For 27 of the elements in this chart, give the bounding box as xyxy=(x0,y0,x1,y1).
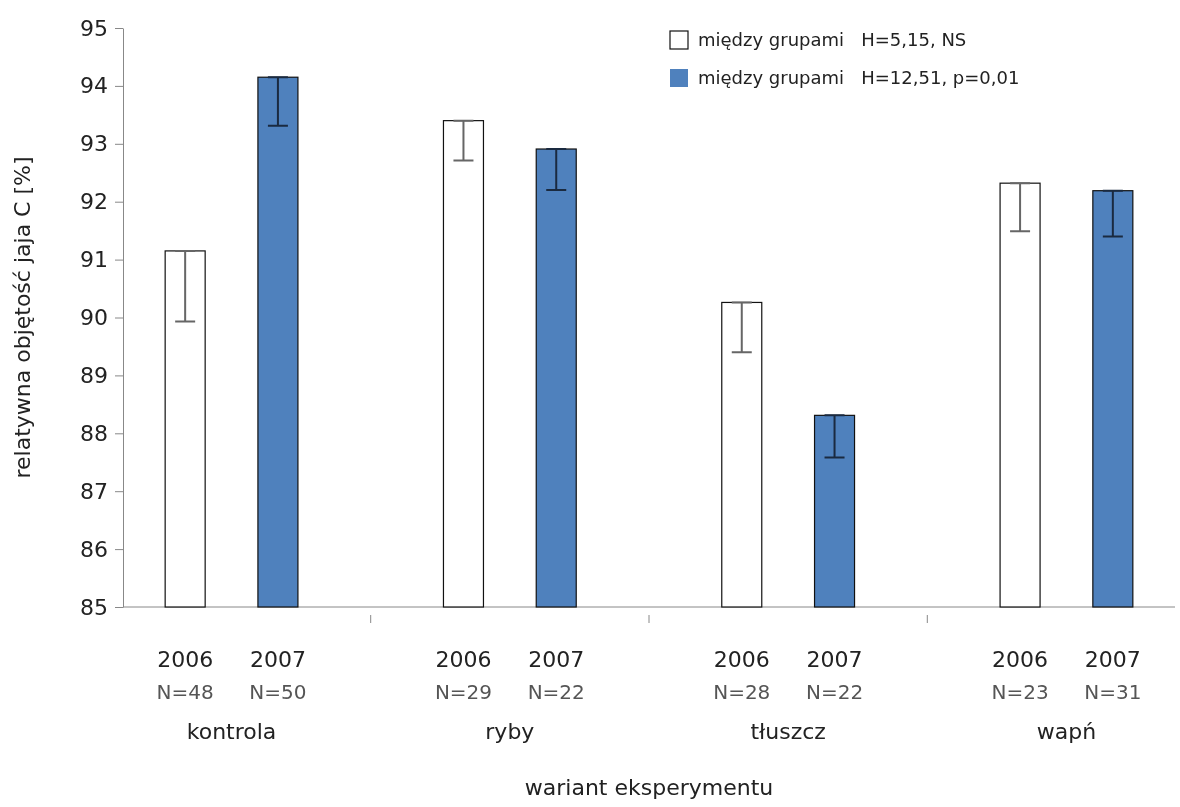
y-axis-title: relatywna objętość jaja C [%] xyxy=(10,156,35,479)
x-tick-label: tłuszcz xyxy=(750,719,826,744)
y-tick-label: 95 xyxy=(80,15,108,41)
y-tick-label: 93 xyxy=(80,131,108,157)
x-tick-label: wapń xyxy=(1036,719,1097,744)
text: 2006 N=48 xyxy=(156,647,214,704)
y-tick-label: 88 xyxy=(80,420,108,446)
text: 2007 N=22 xyxy=(805,647,864,704)
text: 2007 N=22 xyxy=(527,647,585,704)
y-tick-label: 87 xyxy=(80,478,108,504)
text: 2007 N=50 xyxy=(249,647,307,704)
legend-label: między grupami H=5,15, NS xyxy=(698,29,967,50)
y-tick-label: 86 xyxy=(80,536,108,562)
text: 2007 N=31 xyxy=(1084,647,1142,704)
x-tick-label: kontrola xyxy=(186,719,277,744)
text: 2006 N=29 xyxy=(434,647,493,704)
y-tick-label: 92 xyxy=(80,189,108,215)
y-tick-label: 94 xyxy=(80,73,108,99)
text: 2006 N=28 xyxy=(713,647,771,704)
y-tick-label: 85 xyxy=(80,594,108,620)
x-tick-label: ryby xyxy=(485,719,535,744)
legend-label: między grupami H=12,51, p=0,01 xyxy=(698,67,1020,88)
y-tick-label: 89 xyxy=(80,362,108,388)
y-tick-label: 91 xyxy=(80,247,108,273)
text: 2006 N=23 xyxy=(991,647,1049,704)
x-axis-title: wariant eksperymentu xyxy=(524,775,774,800)
y-tick-label: 90 xyxy=(80,305,108,331)
